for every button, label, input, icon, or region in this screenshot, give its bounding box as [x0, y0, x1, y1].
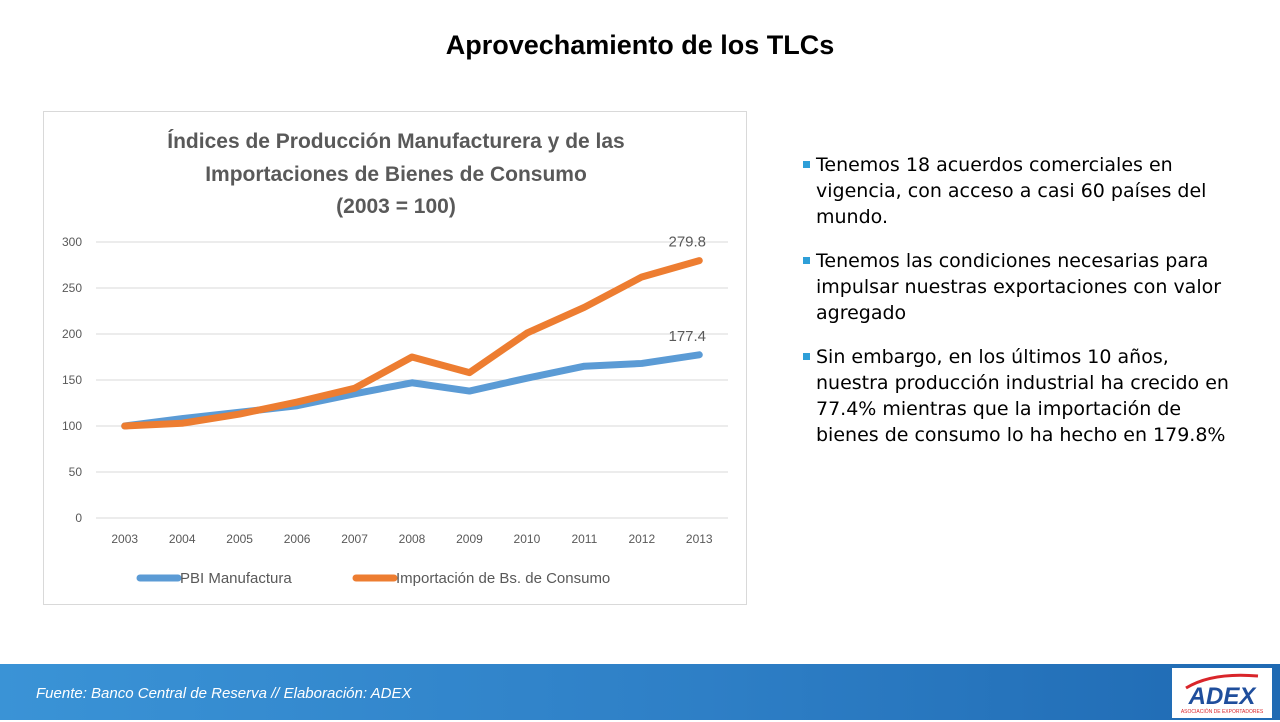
x-tick-label: 2013 — [686, 532, 713, 546]
y-tick-label: 100 — [62, 419, 82, 433]
legend-label: Importación de Bs. de Consumo — [396, 570, 610, 587]
adex-logo-icon: ADEX ASOCIACIÓN DE EXPORTADORES — [1181, 673, 1264, 715]
x-tick-label: 2004 — [169, 532, 196, 546]
legend-label: PBI Manufactura — [180, 570, 292, 587]
bullet-marker-icon — [803, 353, 810, 360]
x-tick-label: 2006 — [284, 532, 311, 546]
chart-title-line-3: (2003 = 100) — [336, 195, 456, 218]
gridlines — [96, 241, 728, 519]
y-axis-ticks: 0 50 100 150 200 250 300 — [62, 235, 82, 525]
bullet-item: Tenemos las condiciones necesarias para … — [803, 248, 1243, 326]
series-line — [121, 257, 703, 430]
x-tick-label: 2009 — [456, 532, 483, 546]
x-tick-label: 2007 — [341, 532, 368, 546]
x-tick-label: 2012 — [628, 532, 655, 546]
bullet-text: Tenemos las condiciones necesarias para … — [816, 250, 1222, 324]
bullet-item: Tenemos 18 acuerdos comerciales en vigen… — [803, 152, 1243, 230]
slide-title: Aprovechamiento de los TLCs — [445, 30, 835, 60]
end-data-label: 177.4 — [668, 328, 706, 345]
x-tick-label: 2008 — [399, 532, 426, 546]
x-tick-label: 2005 — [226, 532, 253, 546]
svg-text:ASOCIACIÓN DE EXPORTADORES: ASOCIACIÓN DE EXPORTADORES — [1181, 708, 1264, 715]
y-tick-label: 250 — [62, 281, 82, 295]
bullet-text: Tenemos 18 acuerdos comerciales en vigen… — [816, 154, 1207, 228]
y-tick-label: 50 — [69, 465, 83, 479]
legend: PBI Manufactura Importación de Bs. de Con… — [136, 570, 610, 587]
adex-logo: ADEX ASOCIACIÓN DE EXPORTADORES — [1172, 668, 1272, 718]
y-tick-label: 0 — [75, 511, 82, 525]
series-lines — [121, 257, 703, 430]
source-note: Fuente: Banco Central de Reserva // Elab… — [36, 685, 412, 702]
x-tick-label: 2011 — [571, 532, 597, 546]
line-chart: Índices de Producción Manufacturera y de… — [62, 130, 728, 587]
bullet-marker-icon — [803, 257, 810, 264]
bullet-text: Sin embargo, en los últimos 10 años, nue… — [816, 346, 1229, 446]
chart-container: Índices de Producción Manufacturera y de… — [43, 111, 747, 605]
svg-text:ADEX: ADEX — [1188, 683, 1258, 710]
y-tick-label: 300 — [62, 235, 82, 249]
bullet-item: Sin embargo, en los últimos 10 años, nue… — [803, 344, 1243, 448]
chart-title-line-2: Importaciones de Bienes de Consumo — [205, 163, 587, 186]
bullet-marker-icon — [803, 161, 810, 168]
x-tick-label: 2010 — [514, 532, 541, 546]
footer-bar: Fuente: Banco Central de Reserva // Elab… — [0, 664, 1280, 720]
chart-title-line-1: Índices de Producción Manufacturera y de… — [167, 130, 624, 153]
end-data-label: 279.8 — [668, 234, 706, 251]
data-labels: 177.4 279.8 — [668, 234, 706, 345]
x-tick-label: 2003 — [111, 532, 138, 546]
bullet-list: Tenemos 18 acuerdos comerciales en vigen… — [803, 152, 1243, 466]
y-tick-label: 150 — [62, 373, 82, 387]
x-axis-ticks: 2003 2004 2005 2006 2007 2008 2009 2010 2011 2012… — [111, 532, 713, 546]
y-tick-label: 200 — [62, 327, 82, 341]
